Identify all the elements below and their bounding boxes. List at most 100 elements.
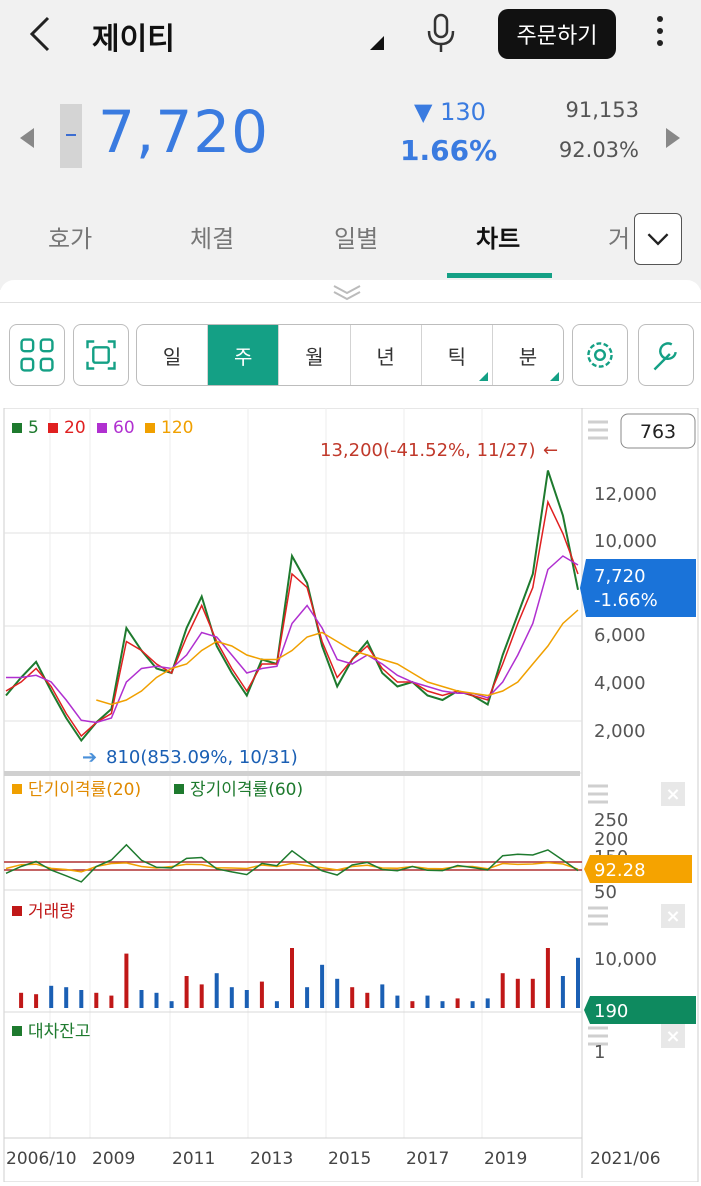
volume-tag [584, 996, 696, 1024]
app-header: 제이티 주문하기 [0, 0, 701, 70]
volume-bar [485, 998, 490, 1008]
gear-icon[interactable] [572, 324, 628, 386]
short-disparity-line [5, 861, 579, 873]
volume-bar [545, 948, 550, 1008]
volume-bar [320, 964, 325, 1008]
volume-bar [290, 948, 294, 1008]
low-annotation: 810(853.09%, 10/31) [106, 747, 298, 768]
dropdown-corner-icon [550, 372, 560, 381]
period-month[interactable]: 월 [279, 325, 351, 385]
disparity-label-200: 200 [594, 829, 628, 850]
price-label-4000: 4,000 [594, 673, 646, 694]
stock-dropdown-icon[interactable] [370, 36, 384, 50]
volume-bar [184, 976, 189, 1008]
tab-daily[interactable]: 일별 [334, 225, 379, 253]
loan-title: 대차잔고 [28, 1022, 91, 1042]
current-price-tag-rate: -1.66% [594, 590, 658, 611]
disparity-menu-icon[interactable] [588, 784, 608, 804]
volume-bar [500, 973, 505, 1008]
ma20-swatch [48, 423, 58, 433]
ma20-label: 20 [64, 418, 86, 438]
period-day[interactable]: 일 [137, 325, 209, 385]
ma5-line [5, 470, 579, 743]
close-icon[interactable] [661, 904, 685, 928]
tab-chart[interactable]: 차트 [476, 225, 521, 253]
volume-bar [365, 992, 370, 1008]
volume-swatch [12, 906, 22, 916]
loan-menu-icon[interactable] [588, 1026, 608, 1046]
volume-bar [380, 984, 385, 1008]
volume-bar [214, 973, 219, 1008]
price-series-group [5, 470, 579, 743]
long-disparity-swatch [174, 784, 184, 794]
panel-divider[interactable] [4, 771, 580, 776]
volume-ratio: 92.03% [558, 138, 639, 162]
price-label-12000: 12,000 [594, 484, 657, 505]
x-axis-labels: 2006/10 2009 2011 2013 2015 2017 2019 20… [6, 1149, 661, 1169]
volume-bar [169, 1001, 174, 1008]
order-button[interactable]: 주문하기 [498, 9, 616, 59]
x-label: 2017 [406, 1149, 449, 1169]
ma120-swatch [145, 423, 155, 433]
ma120-line [96, 609, 579, 706]
quote-summary: 7,720 ▼ 130 1.66% 91,153 92.03% [0, 90, 701, 190]
count-box[interactable] [620, 413, 696, 449]
volume-label-10000: 10,000 [594, 949, 657, 970]
microphone-icon[interactable] [424, 12, 458, 54]
volume-bar [470, 1001, 475, 1008]
close-icon-glyph: × [665, 784, 680, 805]
long-disparity-line [5, 843, 579, 883]
volume-bar [305, 987, 310, 1008]
volume-panel: 거래량 × 10,000 190 [12, 902, 696, 1024]
close-icon[interactable] [661, 782, 685, 806]
layout-grid-icon[interactable] [9, 324, 65, 386]
chart-canvas[interactable]: 5 20 60 120 763 12,000 10,000 6,000 4,00… [0, 407, 701, 1183]
current-price-tag [580, 559, 696, 617]
volume-bar [455, 998, 460, 1008]
tab-active-indicator [447, 273, 552, 278]
ma5-swatch [12, 423, 22, 433]
chevron-down-icon[interactable] [634, 213, 682, 265]
more-options-icon[interactable] [650, 12, 670, 56]
ma-legend: 5 20 60 120 [12, 418, 193, 438]
x-label: 2009 [92, 1149, 135, 1169]
volume-bar [139, 990, 144, 1008]
volume-bar [154, 992, 159, 1008]
prev-stock-icon[interactable] [20, 128, 34, 148]
long-disparity-title: 장기이격률(60) [190, 780, 303, 800]
volume-tag-value: 190 [594, 1001, 628, 1022]
next-stock-icon[interactable] [666, 128, 680, 148]
divider [0, 302, 701, 303]
price-panel-menu-icon[interactable] [588, 420, 608, 440]
period-tick-label: 틱 [447, 344, 466, 369]
dropdown-corner-icon [478, 372, 488, 381]
volume-bar [79, 990, 84, 1008]
period-minute[interactable]: 분 [493, 325, 563, 385]
tab-orderbook[interactable]: 호가 [48, 225, 93, 253]
volume-bar [395, 995, 400, 1008]
period-tick[interactable]: 틱 [422, 325, 493, 385]
stock-chart[interactable]: 5 20 60 120 763 12,000 10,000 6,000 4,00… [0, 407, 701, 1183]
volume-menu-icon[interactable] [588, 906, 608, 926]
top-panel: 제이티 주문하기 7,720 ▼ 130 1.66% 91,153 92.03%… [0, 0, 701, 290]
close-icon[interactable] [661, 1024, 685, 1048]
wrench-icon[interactable] [638, 324, 694, 386]
tab-executions[interactable]: 체결 [190, 225, 235, 253]
back-icon[interactable] [22, 12, 62, 56]
volume-bar [124, 953, 129, 1008]
period-week[interactable]: 주 [208, 325, 280, 385]
volume-bar [229, 987, 234, 1008]
volume-bar [410, 1001, 415, 1008]
x-label: 2006/10 [6, 1149, 77, 1169]
disparity-series-group [5, 843, 579, 883]
collapse-handle-icon[interactable] [332, 282, 362, 302]
fullscreen-icon[interactable] [73, 324, 129, 386]
volume-bar [199, 984, 204, 1008]
volume-bar [335, 978, 340, 1008]
volume-bar [560, 976, 565, 1008]
stock-name[interactable]: 제이티 [92, 22, 175, 57]
current-price-tag-price: 7,720 [594, 566, 646, 587]
period-year[interactable]: 년 [351, 325, 422, 385]
volume-bar [19, 992, 24, 1008]
tab-more[interactable]: 거 [608, 225, 631, 253]
